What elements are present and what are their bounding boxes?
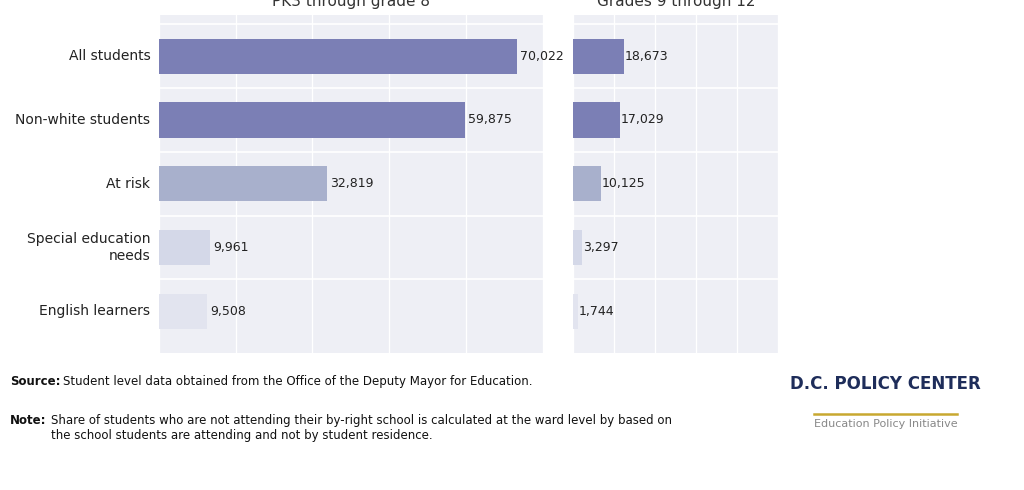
- Text: Non-white students: Non-white students: [15, 113, 151, 127]
- Bar: [573, 39, 625, 74]
- Bar: [573, 230, 583, 265]
- Text: 9,508: 9,508: [211, 305, 247, 318]
- Text: 10,125: 10,125: [601, 177, 645, 190]
- Text: Special education
needs: Special education needs: [27, 232, 151, 263]
- Text: 18,673: 18,673: [625, 49, 669, 63]
- Bar: [159, 166, 327, 201]
- Text: Student level data obtained from the Office of the Deputy Mayor for Education.: Student level data obtained from the Off…: [63, 375, 532, 388]
- Title: Grades 9 through 12: Grades 9 through 12: [597, 0, 755, 9]
- Text: 9,961: 9,961: [213, 241, 248, 254]
- Bar: [159, 102, 465, 138]
- Bar: [573, 166, 601, 201]
- Bar: [573, 102, 620, 138]
- Text: English learners: English learners: [39, 304, 151, 319]
- Text: Source:: Source:: [10, 375, 60, 388]
- Text: Share of students who are not attending their by-right school is calculated at t: Share of students who are not attending …: [51, 414, 672, 442]
- Text: 70,022: 70,022: [520, 49, 564, 63]
- Text: At risk: At risk: [106, 177, 151, 191]
- Text: 17,029: 17,029: [621, 114, 664, 126]
- Text: 1,744: 1,744: [579, 305, 614, 318]
- Text: 32,819: 32,819: [330, 177, 374, 190]
- Bar: [159, 294, 208, 329]
- Text: All students: All students: [69, 49, 151, 63]
- Title: PK3 through grade 8: PK3 through grade 8: [271, 0, 430, 9]
- Text: Education Policy Initiative: Education Policy Initiative: [814, 419, 957, 429]
- Bar: [159, 230, 210, 265]
- Text: 3,297: 3,297: [583, 241, 618, 254]
- Bar: [573, 294, 579, 329]
- Text: 59,875: 59,875: [468, 114, 512, 126]
- Text: Note:: Note:: [10, 414, 47, 427]
- Bar: [159, 39, 517, 74]
- Text: D.C. POLICY CENTER: D.C. POLICY CENTER: [791, 375, 981, 393]
